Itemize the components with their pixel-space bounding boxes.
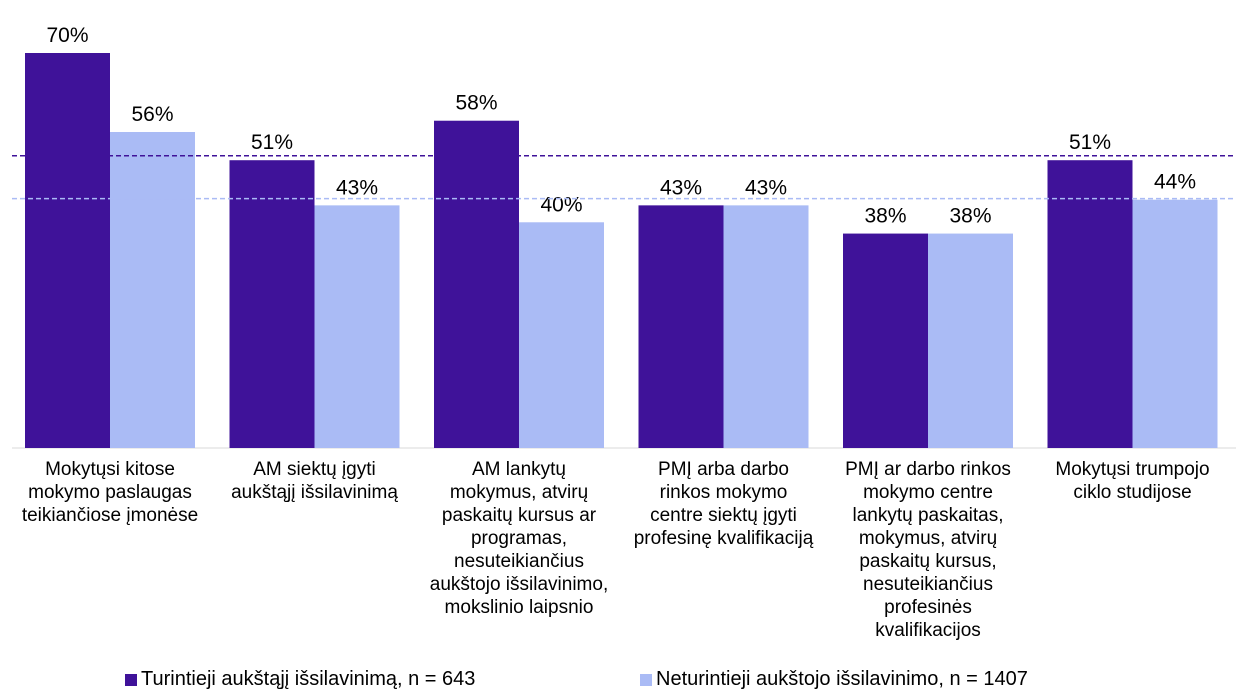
data-label-series-1-cat-4: 43% (660, 176, 702, 199)
data-label-series-1-cat-1: 70% (46, 24, 88, 47)
data-label-series-2-cat-5: 38% (949, 205, 991, 228)
data-label-series-1-cat-2: 51% (251, 131, 293, 154)
category-label-2: AM siektų įgyti aukštąjį išsilavinimą (231, 459, 398, 503)
legend-item-series-2: Neturintieji aukštojo išsilavinimo, n = … (640, 668, 1028, 691)
legend-label-series-1: Turintieji aukštąjį išsilavinimą, n = 64… (141, 668, 476, 690)
bar-series-1-cat-3 (434, 120, 519, 448)
category-label-6: Mokytųsi trumpojo ciklo studijose (1055, 459, 1210, 503)
bar-series-1-cat-5 (843, 233, 928, 448)
data-label-series-2-cat-3: 40% (540, 193, 582, 216)
bar-series-2-cat-5 (928, 233, 1013, 448)
bar-series-1-cat-2 (229, 160, 315, 448)
bar-series-1-cat-1 (25, 53, 110, 448)
data-label-series-2-cat-2: 43% (336, 176, 378, 199)
bar-series-2-cat-4 (723, 205, 809, 448)
category-label-4: PMĮ arba darbo rinkos mokymo centre siek… (633, 459, 814, 549)
data-label-series-2-cat-6: 44% (1154, 171, 1196, 194)
data-label-series-2-cat-1: 56% (131, 103, 173, 126)
bar-series-2-cat-6 (1132, 199, 1218, 448)
category-label-3: AM lankytų mokymus, atvirų paskaitų kurs… (429, 459, 609, 618)
bar-series-1-cat-6 (1047, 160, 1133, 448)
data-label-series-1-cat-3: 58% (455, 92, 497, 115)
legend-swatch-series-1 (125, 673, 137, 686)
data-label-series-1-cat-6: 51% (1069, 131, 1111, 154)
legend-swatch-series-2 (640, 673, 652, 686)
data-label-series-1-cat-5: 38% (864, 205, 906, 228)
bar-series-1-cat-4 (638, 205, 724, 448)
category-label-1: Mokytųsi kitose mokymo paslaugas teikian… (21, 459, 199, 526)
bar-series-2-cat-2 (314, 205, 400, 448)
bar-series-2-cat-3 (519, 222, 604, 448)
bar-series-2-cat-1 (110, 132, 195, 448)
legend-label-series-2: Neturintieji aukštojo išsilavinimo, n = … (656, 668, 1028, 690)
data-label-series-2-cat-4: 43% (745, 176, 787, 199)
category-label-5: PMĮ ar darbo rinkos mokymo centre lankyt… (845, 459, 1011, 641)
legend-item-series-1: Turintieji aukštąjį išsilavinimą, n = 64… (125, 668, 475, 691)
